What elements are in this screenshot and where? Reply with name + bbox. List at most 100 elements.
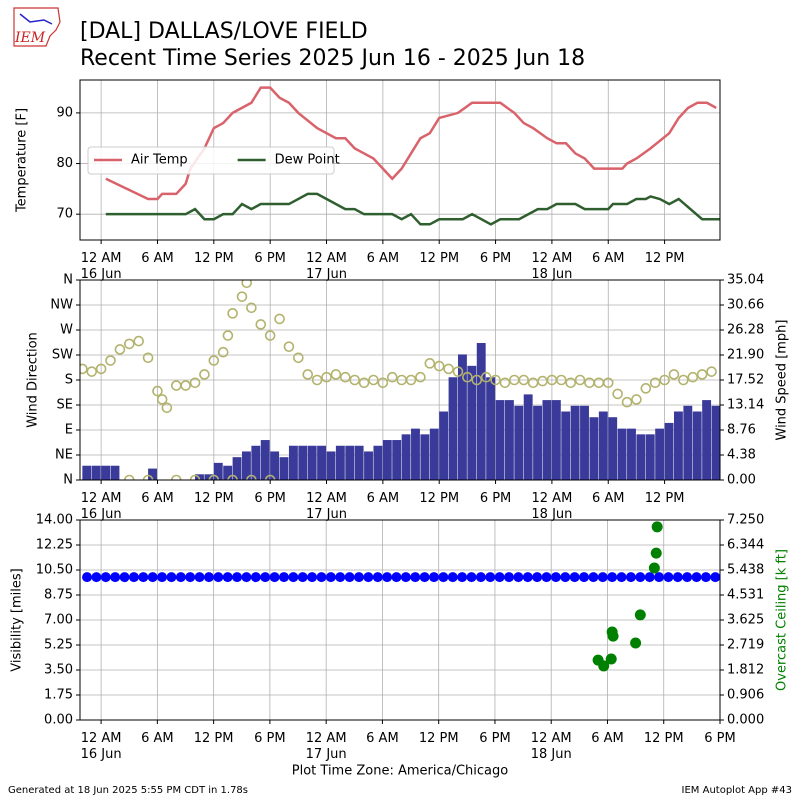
x-tick-label: 6 PM xyxy=(254,731,285,746)
y-tick-label: 3.50 xyxy=(44,663,73,678)
point xyxy=(124,474,135,480)
bar xyxy=(373,445,383,480)
x-tick-label: 12 PM xyxy=(645,491,685,506)
x-tick-line: 12 PM xyxy=(419,491,459,506)
x-tick-line: 12 AM xyxy=(532,251,573,266)
y2-tick-label: 0.00 xyxy=(727,473,756,488)
point xyxy=(236,291,248,302)
point xyxy=(650,547,662,559)
footer-left: Generated at 18 Jun 2025 5:55 PM CDT in … xyxy=(8,785,248,796)
bar xyxy=(486,377,496,480)
y2-tick-label: 4.38 xyxy=(727,448,756,463)
bar xyxy=(411,428,420,480)
y-axis-label: Wind Direction xyxy=(26,332,41,428)
point xyxy=(241,280,252,289)
point xyxy=(133,335,144,347)
bar xyxy=(345,445,355,480)
point xyxy=(471,374,483,386)
point xyxy=(227,308,238,319)
marks xyxy=(82,521,720,672)
y2-tick-label: 21.90 xyxy=(727,348,764,363)
x-tick-line: 6 AM xyxy=(141,251,174,266)
line xyxy=(105,192,720,226)
point xyxy=(269,572,280,583)
y-tick-label: 5.25 xyxy=(44,638,73,653)
point xyxy=(372,572,383,583)
y2-tick-label: 7.250 xyxy=(727,513,764,528)
bar xyxy=(213,462,223,480)
x-tick-line: 17 Jun xyxy=(306,747,347,762)
x-tick-line: 6 AM xyxy=(141,731,174,746)
x-tick-line: 6 AM xyxy=(591,731,624,746)
point xyxy=(208,355,220,366)
point xyxy=(170,474,182,480)
point xyxy=(438,572,449,583)
point xyxy=(208,474,220,480)
bar xyxy=(673,411,683,480)
x-tick-label: 6 AM xyxy=(367,491,400,506)
point xyxy=(307,572,318,583)
bar xyxy=(467,365,477,480)
plot-frame xyxy=(79,519,721,721)
x-tick-line: 12 AM xyxy=(306,491,347,506)
point xyxy=(241,572,252,583)
point xyxy=(462,371,473,383)
bar xyxy=(270,451,280,480)
x-tick-line: 6 AM xyxy=(592,491,625,506)
point xyxy=(91,572,102,583)
point xyxy=(651,521,663,533)
x-tick-label: 6 AM xyxy=(367,251,400,266)
point xyxy=(569,572,580,583)
point xyxy=(349,374,360,386)
bar xyxy=(401,434,411,480)
point xyxy=(433,360,445,372)
bar xyxy=(533,405,543,480)
point xyxy=(353,572,364,583)
logo-text: IEM xyxy=(14,30,46,46)
bar xyxy=(570,405,580,480)
y2-tick-label: 2.719 xyxy=(727,637,764,652)
point xyxy=(100,572,111,583)
x-tick-line: 12 PM xyxy=(419,731,459,746)
y-tick-label: E xyxy=(65,423,73,438)
x-tick-line: 12 PM xyxy=(645,251,685,266)
point xyxy=(410,572,421,583)
x-tick-line: 12 AM xyxy=(306,251,347,266)
bar xyxy=(279,457,289,480)
x-tick-line: 16 Jun xyxy=(81,267,122,282)
point xyxy=(452,366,464,377)
point xyxy=(185,572,196,583)
y-axis-label: Temperature [F] xyxy=(15,108,30,213)
x-tick-label: 6 AM xyxy=(592,491,625,506)
point xyxy=(621,396,633,408)
point xyxy=(678,374,689,386)
x-tick-label: 12 PM xyxy=(419,491,459,506)
point xyxy=(227,474,238,480)
y-tick-label: 0.00 xyxy=(44,713,73,728)
x-tick-label: 6 PM xyxy=(254,491,285,506)
point xyxy=(710,572,720,583)
point xyxy=(217,346,229,358)
bar xyxy=(683,405,693,480)
point xyxy=(555,374,567,386)
point xyxy=(532,572,543,583)
x-tick-label: 12 PM xyxy=(419,251,459,266)
point xyxy=(377,377,389,389)
point xyxy=(428,572,439,583)
bar xyxy=(617,428,627,480)
line xyxy=(105,86,717,201)
y-tick-label: 7.00 xyxy=(44,613,73,628)
y2-tick-label: 30.66 xyxy=(727,298,764,313)
point xyxy=(278,572,289,583)
point xyxy=(194,572,205,583)
point xyxy=(330,369,342,380)
x-tick-label: 12 PM xyxy=(194,491,234,506)
y-tick-label: S xyxy=(65,373,73,388)
plot-frame xyxy=(79,279,721,481)
point xyxy=(344,572,355,583)
y2-tick-label: 0.906 xyxy=(727,688,764,703)
x-tick-line: 18 Jun xyxy=(531,267,572,282)
y-tick-label: 80 xyxy=(56,156,73,171)
point xyxy=(170,380,182,391)
